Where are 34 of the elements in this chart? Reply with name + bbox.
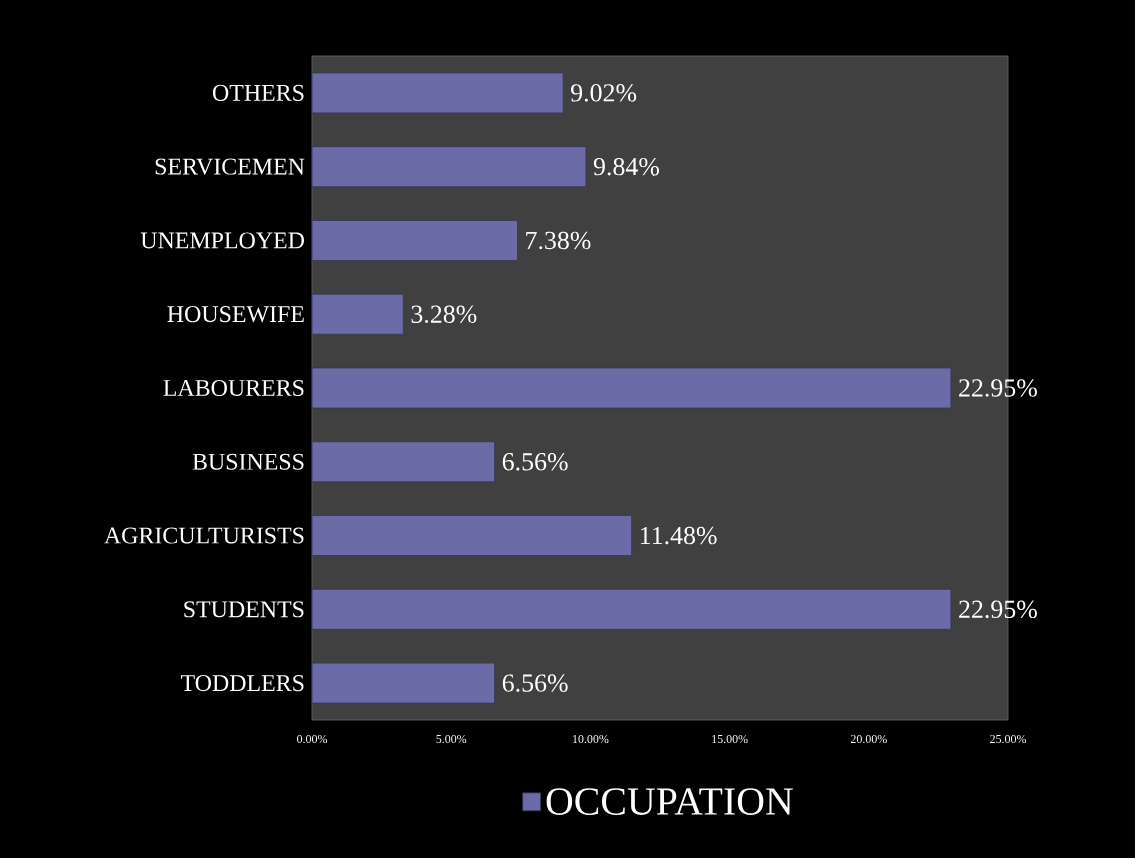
x-tick-label: 25.00% <box>990 735 1027 744</box>
y-tick-label: AGRICULTURISTS <box>104 527 304 544</box>
data-label: 7.38% <box>526 231 591 250</box>
data-label: 11.48% <box>640 526 717 545</box>
data-label: 9.02% <box>571 84 637 102</box>
bar <box>311 662 496 704</box>
bar <box>311 72 564 114</box>
x-tick-label: 15.00% <box>712 735 748 744</box>
bar <box>311 146 587 188</box>
bar <box>311 220 518 261</box>
y-tick-label: STUDENTS <box>184 601 304 618</box>
data-label: 6.56% <box>502 674 568 692</box>
y-tick-label: HOUSEWIFE <box>167 306 304 323</box>
y-tick-label: OTHERS <box>212 84 304 101</box>
y-tick-label: BUSINESS <box>192 453 304 470</box>
data-label: 9.84% <box>593 157 660 176</box>
data-label: 22.95% <box>959 600 1037 619</box>
x-tick-label: 5.00% <box>436 735 467 744</box>
x-tick-label: 20.00% <box>850 735 887 744</box>
y-tick-label: TODDLERS <box>180 675 304 692</box>
y-tick-label: SERVICEMEN <box>155 158 305 175</box>
data-label: 6.56% <box>502 453 568 471</box>
y-tick-label: UNEMPLOYED <box>140 232 304 249</box>
bar <box>311 515 633 556</box>
bar <box>311 367 952 409</box>
y-tick-label: LABOURERS <box>163 379 304 397</box>
legend-label: OCCUPATION <box>546 788 793 815</box>
bar <box>311 293 404 335</box>
data-label: 3.28% <box>411 305 477 324</box>
x-tick-label: 10.00% <box>573 735 609 744</box>
bar <box>311 441 496 483</box>
data-label: 22.95% <box>959 379 1037 397</box>
bar <box>311 588 952 630</box>
x-tick-label: 0.00% <box>297 735 328 744</box>
